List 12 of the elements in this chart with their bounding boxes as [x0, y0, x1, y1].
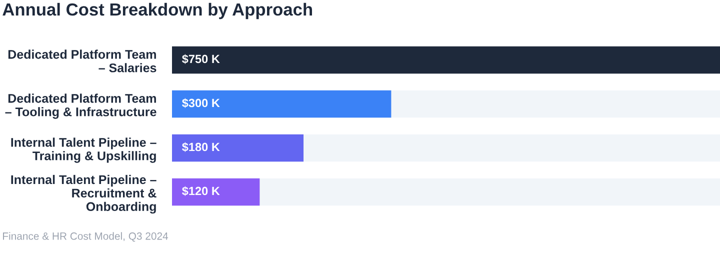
- y-tick-label: Dedicated Platform Team – Tooling & Infrastructure: [5, 94, 156, 119]
- data-label: $750 K: [182, 54, 220, 64]
- data-label: $180 K: [182, 142, 220, 152]
- data-label: $120 K: [182, 186, 220, 196]
- y-tick-label: Dedicated Platform Team – Salaries: [8, 50, 156, 72]
- text: Finance & HR Cost Model, Q3 2024: [3, 232, 168, 242]
- data-label: $300 K: [182, 98, 220, 108]
- bar: [172, 134, 304, 162]
- chart-title: Annual Cost Breakdown by Approach: [2, 2, 312, 20]
- bar: [172, 178, 260, 206]
- y-tick-label: Internal Talent Pipeline – Recruitment & Onboarding: [11, 174, 156, 214]
- y-tick-label: Internal Talent Pipeline – Training & Upskilling: [11, 138, 156, 163]
